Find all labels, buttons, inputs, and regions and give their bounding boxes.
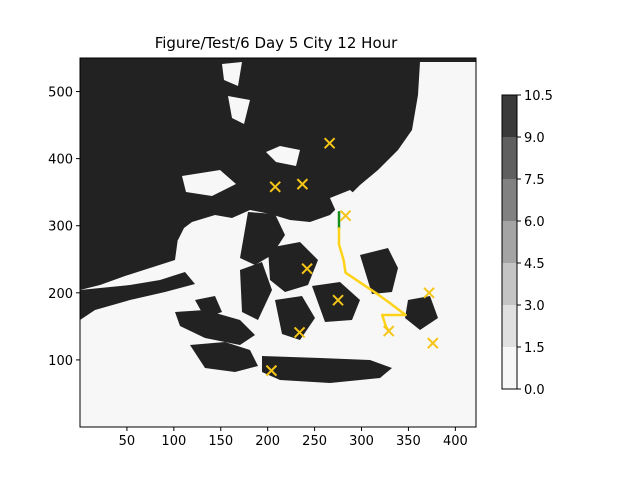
- city-marker: [423, 287, 435, 299]
- y-tick-label: 300: [48, 220, 73, 235]
- light-inlet-west: [182, 170, 236, 196]
- city-marker: [339, 209, 352, 222]
- y-tick-label: 100: [48, 354, 73, 369]
- dark-region-southwest: [80, 272, 195, 320]
- x-tick-label: 50: [119, 434, 136, 449]
- dark-region-northwest-lower: [80, 238, 178, 290]
- y-tick-label: 500: [48, 86, 73, 101]
- x-tick-label: 400: [443, 434, 468, 449]
- light-inlet-north-2: [228, 96, 250, 124]
- heatmap-dark-regions: [80, 58, 476, 383]
- city-marker: [269, 181, 281, 193]
- dark-region-south-1: [190, 342, 258, 372]
- dark-region-middle-band: [175, 310, 255, 345]
- cities-layer: [265, 137, 439, 377]
- city-marker: [332, 294, 344, 306]
- y-tick-label: 200: [48, 287, 73, 302]
- colorbar-band: [502, 305, 517, 347]
- x-tick-label: 100: [161, 434, 186, 449]
- light-inlet-center: [330, 190, 368, 218]
- heatmap-light-inlets: [182, 62, 368, 218]
- light-inlet-north-3: [266, 146, 300, 166]
- colorbar-frame: [501, 94, 518, 390]
- dark-region-far-east: [405, 296, 438, 330]
- city-marker: [427, 337, 439, 349]
- x-tick-label: 200: [255, 434, 280, 449]
- chart-title: Figure/Test/6 Day 5 City 12 Hour: [155, 34, 398, 52]
- colorbar-band: [502, 263, 517, 305]
- city-marker: [293, 326, 306, 339]
- colorbar-tick-label: 1.5: [524, 341, 545, 356]
- colorbar-tick-label: 10.5: [524, 89, 553, 104]
- dark-region-center-4: [275, 296, 315, 340]
- dark-region-center-2: [268, 242, 318, 292]
- colorbar-tick-label: 4.5: [524, 257, 545, 272]
- colorbar-tick-label: 6.0: [524, 215, 545, 230]
- x-tick-label: 350: [396, 434, 421, 449]
- city-marker: [301, 262, 313, 275]
- dark-region-south-2: [262, 356, 392, 383]
- y-tick-label: 400: [48, 153, 73, 168]
- colorbar-tick-label: 0.0: [524, 383, 545, 398]
- routes-layer: [337, 211, 407, 333]
- city-marker: [296, 178, 309, 190]
- dark-region-island-west: [195, 296, 222, 318]
- city-marker: [383, 325, 395, 337]
- dark-region-center-3: [240, 262, 272, 320]
- dark-region-north: [80, 58, 476, 270]
- plot-area: [80, 58, 476, 427]
- light-inlet-north-1: [222, 62, 242, 86]
- colorbar-band: [502, 95, 517, 137]
- x-tick-label: 150: [208, 434, 233, 449]
- x-tick-label: 300: [349, 434, 374, 449]
- dark-region-east: [360, 248, 398, 294]
- city-marker: [265, 364, 278, 377]
- colorbar-band: [502, 221, 517, 263]
- colorbar: 0.0 1.5 3.0 4.5 6.0 7.5 9.0 10.5: [501, 89, 553, 398]
- route-line: [337, 227, 407, 333]
- colorbar-band: [502, 137, 517, 179]
- x-tick-label: 250: [302, 434, 327, 449]
- colorbar-tick-label: 3.0: [524, 299, 545, 314]
- colorbar-tick-label: 7.5: [524, 173, 545, 188]
- plot-frame: [79, 57, 477, 428]
- colorbar-tick-label: 9.0: [524, 131, 545, 146]
- city-marker: [323, 137, 336, 149]
- colorbar-band: [502, 179, 517, 221]
- colorbar-band: [502, 347, 517, 389]
- y-axis: 100 200 300 400 500: [48, 86, 80, 369]
- x-axis: 50 100 150 200 250 300 350 400: [119, 427, 468, 449]
